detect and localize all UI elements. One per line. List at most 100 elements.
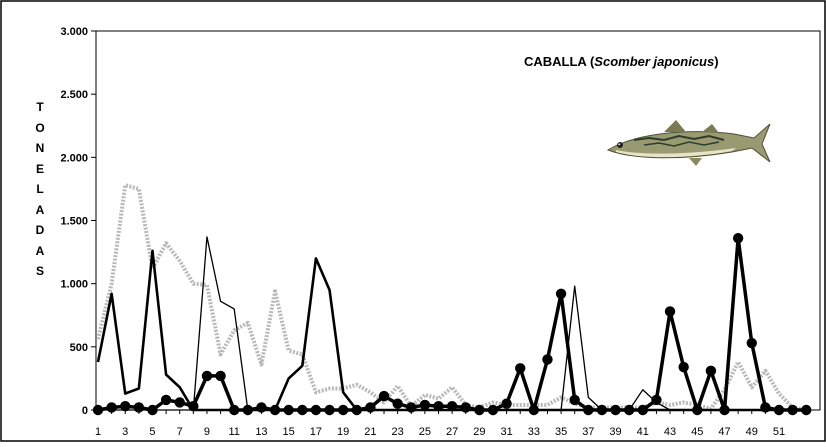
series-marker-point (310, 404, 322, 416)
series-marker-point (596, 404, 608, 416)
series-marker-point (746, 337, 757, 349)
y-axis-label-letter: E (35, 161, 44, 176)
x-tick-label: 43 (664, 426, 676, 438)
series-marker-point (664, 306, 676, 317)
y-axis-label-letter: D (35, 223, 45, 237)
series-marker-point (378, 390, 390, 402)
series-marker-point (487, 404, 499, 416)
x-tick-label: 37 (582, 426, 594, 438)
series-line-gray (96, 183, 807, 412)
series-marker-point (637, 404, 648, 416)
series-marker-point (392, 398, 403, 409)
series-marker-point (365, 402, 376, 413)
series-marker-point (474, 404, 485, 416)
series-marker-point (337, 404, 349, 416)
series-marker-point (433, 401, 444, 412)
x-tick-label: 33 (528, 426, 540, 438)
x-tick-label: 9 (204, 426, 210, 438)
y-axis-label-letter: A (35, 202, 45, 217)
x-tick-label: 41 (637, 426, 649, 438)
series-marker-point (283, 404, 294, 416)
y-axis-label-letter: A (35, 243, 45, 258)
x-tick-label: 19 (337, 426, 349, 438)
series-marker-point (229, 404, 240, 416)
series-marker-point (147, 404, 158, 416)
series-marker-point (610, 404, 621, 416)
mackerel-fish-illustration (606, 120, 771, 166)
x-tick-label: 29 (473, 426, 485, 438)
y-axis: 0 500 1.000 1.500 2.000 2.500 3.000 (60, 26, 96, 417)
series-marker-point (623, 404, 635, 416)
series-marker-point (705, 365, 717, 377)
series-marker-point (242, 404, 254, 416)
series-layer (92, 183, 812, 416)
series-marker-point (92, 404, 104, 416)
y-tick-label: 500 (70, 342, 88, 354)
series-marker-point (215, 370, 226, 382)
y-tick-label: 2.500 (60, 89, 88, 101)
x-tick-label: 13 (255, 426, 267, 438)
series-marker-point (106, 402, 117, 413)
series-marker-point (678, 361, 689, 373)
x-tick-label: 39 (609, 426, 621, 438)
x-tick-label: 21 (364, 426, 376, 438)
series-marker-point (787, 404, 798, 416)
series-marker-point (297, 404, 308, 416)
series-marker-point (773, 404, 785, 416)
x-tick-label: 17 (310, 426, 322, 438)
y-tick-label: 3.000 (60, 26, 88, 38)
series-marker-point (528, 404, 540, 416)
x-tick-label: 7 (177, 426, 183, 438)
series-marker-point (133, 402, 145, 413)
y-axis-label-letter: N (35, 141, 45, 155)
x-tick-label: 49 (746, 426, 758, 438)
chart-title-close-paren: ) (714, 54, 718, 69)
series-marker-point (351, 404, 362, 416)
x-tick-label: 31 (500, 426, 512, 438)
series-marker-point (406, 402, 417, 413)
x-tick-label: 23 (392, 426, 404, 438)
x-tick-label: 35 (555, 426, 567, 438)
series-marker-point (201, 370, 213, 382)
y-axis-label-letter: O (35, 120, 45, 135)
series-marker-point (651, 394, 662, 406)
series-marker-point (324, 404, 335, 416)
series-marker-point (515, 363, 526, 374)
series-marker-point (160, 394, 172, 406)
y-axis-label-letter: S (35, 264, 44, 278)
y-tick-label: 2.000 (60, 152, 88, 164)
y-tick-label: 0 (82, 405, 88, 417)
chart-title-species: Scomber japonicus (594, 54, 714, 69)
y-axis-label-letter: L (36, 182, 44, 196)
series-marker-point (460, 402, 471, 413)
x-tick-label: 1 (95, 426, 101, 438)
y-axis-label-letter: T (36, 100, 44, 114)
series-marker-point (120, 401, 131, 412)
series-marker-point (174, 397, 185, 408)
chart-title-main: CABALLA (524, 54, 587, 69)
x-tick-label: 27 (446, 426, 458, 438)
y-tick-label: 1.000 (60, 279, 88, 291)
series-marker-point (446, 401, 458, 412)
series-marker-point (692, 404, 703, 416)
series-marker-point (555, 288, 567, 299)
chart-title: CABALLA (Scomber japonicus) (524, 54, 719, 69)
x-tick-label: 25 (419, 426, 431, 438)
x-tick-label: 45 (691, 426, 703, 438)
chart-title-open-paren: ( (586, 54, 595, 69)
x-tick-label: 3 (122, 426, 128, 438)
series-marker-point (760, 402, 771, 413)
y-tick-label: 1.500 (60, 216, 88, 228)
series-marker-point (501, 398, 512, 409)
series-marker-point (269, 404, 281, 416)
series-marker-point (719, 404, 730, 416)
series-marker-point (801, 404, 812, 416)
x-tick-label: 5 (149, 426, 155, 438)
series-marker-point (542, 354, 553, 365)
x-axis: 1 3 5 7 9 11 13 15 17 19 21 23 25 27 29 31 33 35 37 39 41 43 4… (95, 410, 807, 438)
x-tick-label: 47 (718, 426, 730, 438)
series-marker-point (188, 401, 199, 412)
series-marker-point (732, 232, 744, 244)
